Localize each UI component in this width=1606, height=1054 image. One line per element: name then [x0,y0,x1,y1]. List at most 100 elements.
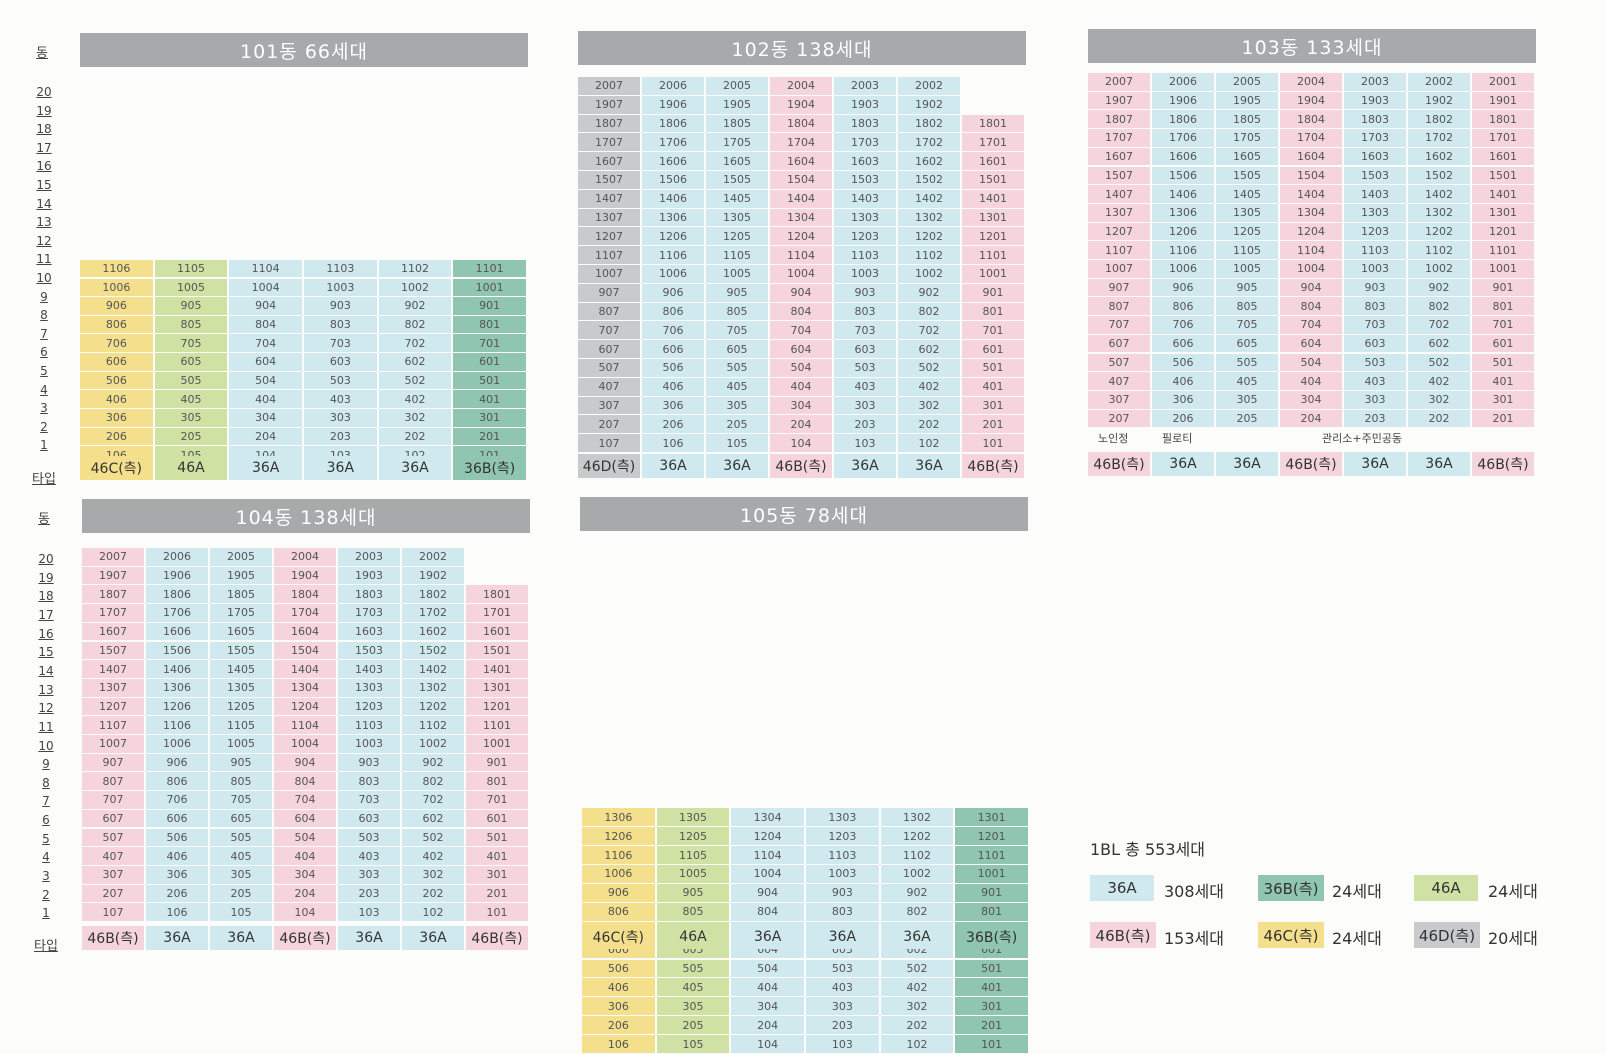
unit-cell: 607 [82,809,146,829]
floor-number: 5 [40,364,48,378]
unit-cell: 501 [453,371,528,391]
unit-cell: 506 [642,359,706,378]
unit-cell: 1404 [770,189,834,209]
unit-cell: 503 [1344,353,1408,373]
unit-cell: 1701 [466,604,530,623]
unit-cell: 402 [402,847,466,866]
unit-cell: 1004 [770,265,834,284]
unit-cell: 1606 [642,152,706,171]
unit-cell: 202 [402,884,466,904]
unit-cell: 1402 [1408,185,1472,204]
unit-cell: 203 [1344,409,1408,429]
unit-cell: 302 [1408,390,1472,410]
unit-cell: 202 [880,1016,956,1036]
unit-cell: 1304 [731,808,806,828]
unit-cell: 207 [82,884,146,904]
unit-cell: 305 [1216,390,1280,410]
unit-cell: 502 [1408,353,1472,373]
unit-cell: 1305 [656,808,732,828]
unit-cell: 1807 [82,585,146,605]
unit-cell: 1406 [146,660,210,679]
unit-cell: 403 [1344,372,1408,391]
unit-cell: 1707 [82,604,146,623]
unit-cell: 1102 [402,716,466,735]
unit-cell: 1202 [880,827,956,847]
unit-cell: 1006 [80,278,155,298]
unit-cell: 406 [80,390,155,410]
unit-type-label: 36A [146,926,210,950]
unit-cell: 1402 [898,189,962,209]
floor-number: 17 [38,607,54,622]
unit-cell: 1106 [582,846,657,865]
unit-type-label: 46A [656,925,732,949]
unit-cell: 505 [154,371,230,391]
unit-cell: 1002 [880,865,956,884]
unit-cell: 1002 [1408,260,1472,279]
unit-cell: 507 [578,359,642,378]
unit-cell: 1601 [1472,147,1536,167]
unit-cell: 402 [1408,372,1472,391]
unit-cell: 405 [1216,372,1280,391]
unit-cell: 201 [962,415,1026,435]
unit-cell: 1003 [338,735,402,754]
unit-type-label: 36A [806,925,881,949]
unit-cell: 204 [229,427,304,447]
unit-cell: 1603 [1344,147,1408,167]
unit-cell: 504 [229,371,304,391]
unit-cell: 805 [656,902,732,922]
unit-cell: 901 [1472,278,1536,298]
unit-type-label: 36A [402,926,466,950]
floor-number: 3 [42,869,50,884]
unit-type-label: 46B(측) [274,926,338,950]
ground-floor-label: 노인정 [1098,432,1129,446]
unit-cell: 1102 [898,246,962,265]
unit-cell: 704 [770,321,834,341]
unit-cell: 1402 [402,660,466,679]
unit-type-label: 46B(측) [1088,452,1152,476]
unit-cell: 1601 [466,622,530,642]
unit-cell: 1104 [229,259,304,279]
unit-cell: 1404 [274,660,338,679]
unit-cell: 807 [1088,297,1152,317]
unit-cell: 404 [1280,372,1344,391]
unit-type-label: 46B(측) [962,454,1026,478]
unit-cell: 1005 [154,278,230,298]
floor-number: 4 [42,850,50,865]
unit-cell: 805 [706,302,770,322]
unit-cell: 705 [154,334,230,354]
floor-number: 7 [40,326,48,341]
unit-cell: 901 [466,753,530,773]
unit-cell: 1503 [1344,166,1408,186]
unit-cell: 1501 [466,641,530,661]
floor-number: 1 [40,438,48,453]
unit-cell: 1201 [466,697,530,717]
floor-number: 16 [38,626,54,641]
unit-cell: 1902 [898,95,962,115]
unit-cell: 1304 [274,678,338,698]
unit-cell: 1507 [82,641,146,661]
unit-cell: 1902 [402,566,466,586]
unit-cell: 1901 [1472,91,1536,111]
unit-cell: 206 [582,1016,657,1036]
unit-cell: 506 [146,828,210,848]
unit-cell: 305 [154,409,230,428]
unit-cell: 806 [582,902,657,922]
unit-cell: 702 [1408,316,1472,335]
unit-cell: 2007 [1088,73,1152,92]
unit-cell: 1401 [466,660,530,679]
unit-cell: 1607 [578,152,642,171]
unit-cell: 804 [731,902,806,922]
unit-cell: 601 [453,353,528,372]
unit-cell: 101 [466,903,530,922]
unit-cell: 303 [834,396,898,416]
unit-cell: 703 [834,321,898,341]
floor-number: 19 [38,570,54,585]
unit-type-label: 46B(측) [82,926,146,950]
unit-cell: 1206 [1152,222,1216,242]
unit-cell: 1003 [834,265,898,284]
unit-cell: 902 [898,283,962,303]
building-103-title: 103동 133세대 [1088,29,1536,63]
unit-cell: 1906 [146,566,210,586]
unit-cell: 1406 [1152,185,1216,204]
unit-cell: 106 [146,903,210,922]
